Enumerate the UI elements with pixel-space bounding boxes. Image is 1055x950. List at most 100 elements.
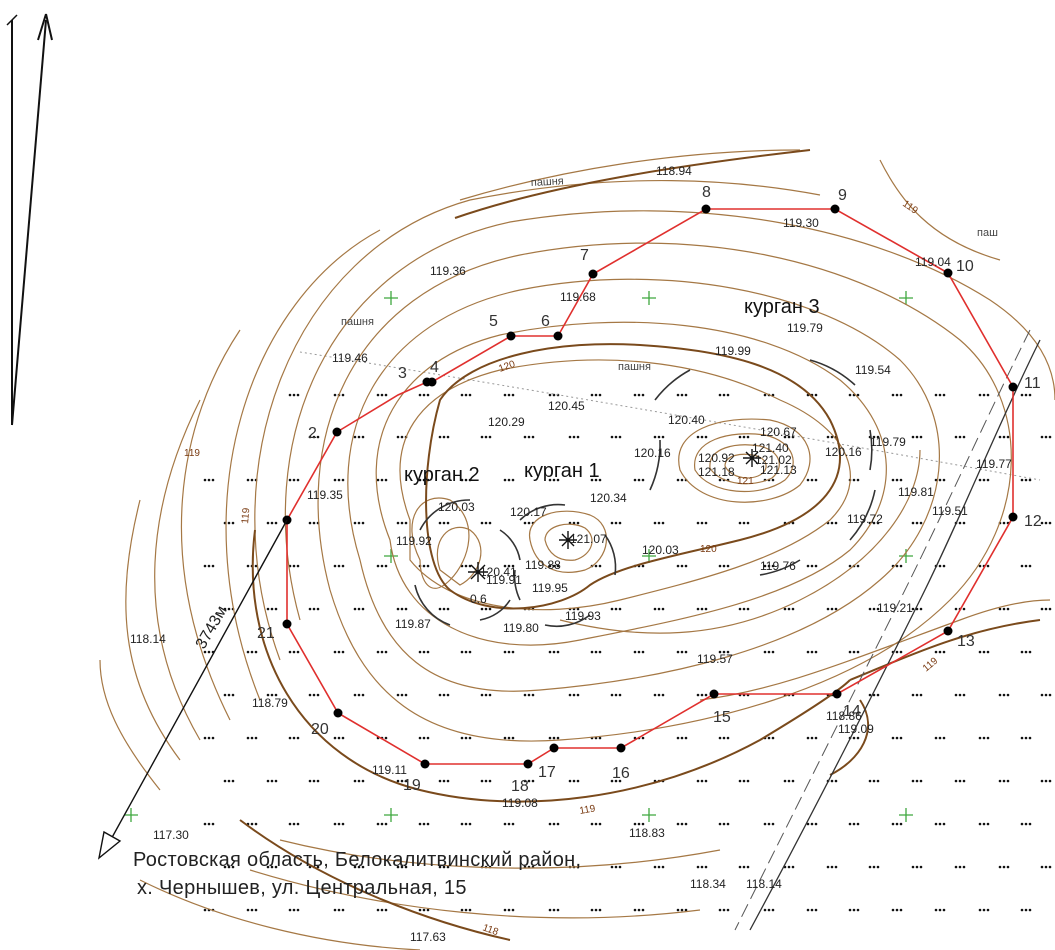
svg-text:120: 120: [497, 359, 517, 375]
field-dot: [848, 564, 852, 568]
field-dot: [404, 521, 408, 525]
field-dot: [919, 607, 923, 611]
elevation-label: 119.08: [502, 796, 538, 810]
field-dot: [380, 650, 384, 654]
field-dot: [507, 564, 511, 568]
field-dot: [531, 779, 535, 783]
field-dot: [676, 822, 680, 826]
field-dot: [834, 865, 838, 869]
boundary-vertices: [282, 204, 1018, 769]
field-dot: [270, 779, 274, 783]
field-dot: [337, 822, 341, 826]
field-dot: [396, 607, 400, 611]
field-dot: [503, 650, 507, 654]
field-dot: [653, 521, 657, 525]
field-dot: [704, 779, 708, 783]
field-dot: [791, 607, 795, 611]
field-dot: [637, 650, 641, 654]
field-dot: [274, 607, 278, 611]
field-dot: [1028, 650, 1032, 654]
field-dot: [899, 736, 903, 740]
address-block: Ростовская область, Белокалитвинский рай…: [133, 849, 581, 899]
field-dot: [834, 779, 838, 783]
field-dot: [746, 865, 750, 869]
field-dot: [594, 822, 598, 826]
field-dot: [982, 393, 986, 397]
field-dot: [511, 650, 515, 654]
svg-text:119: 119: [579, 803, 597, 817]
field-dot: [511, 736, 515, 740]
field-dot: [464, 393, 468, 397]
field-dot: [246, 908, 250, 912]
field-dot: [357, 607, 361, 611]
field-dot: [700, 779, 704, 783]
field-dot: [527, 779, 531, 783]
field-dot: [531, 693, 535, 697]
field-dot: [292, 478, 296, 482]
field-dot: [610, 693, 614, 697]
field-dot: [422, 478, 426, 482]
field-dot: [700, 521, 704, 525]
field-dot: [899, 650, 903, 654]
field-dot: [696, 435, 700, 439]
field-dot: [1020, 650, 1024, 654]
field-dot: [376, 393, 380, 397]
field-dot: [207, 736, 211, 740]
svg-text:паш: паш: [977, 227, 998, 239]
field-dot: [661, 607, 665, 611]
field-dot: [1002, 865, 1006, 869]
elevation-label: 119.81: [898, 485, 934, 499]
field-dot: [614, 521, 618, 525]
field-dot: [722, 908, 726, 912]
field-dot: [1024, 908, 1028, 912]
field-dot: [899, 478, 903, 482]
field-dot: [810, 564, 814, 568]
field-dot: [211, 478, 215, 482]
field-dot: [548, 650, 552, 654]
field-dot: [826, 865, 830, 869]
svg-text:119: 119: [921, 655, 941, 674]
field-dot: [895, 478, 899, 482]
mound-1-label: курган 1: [524, 460, 600, 482]
field-dot: [507, 908, 511, 912]
land-use-labels: пашня пашня пашня паш: [341, 175, 998, 373]
field-dot: [333, 564, 337, 568]
field-dot: [1028, 736, 1032, 740]
field-dot: [223, 779, 227, 783]
field-dot: [934, 736, 938, 740]
field-dot: [637, 478, 641, 482]
field-dot: [380, 393, 384, 397]
field-dot: [767, 822, 771, 826]
field-dot: [954, 693, 958, 697]
field-dot: [438, 779, 442, 783]
field-dot: [292, 736, 296, 740]
elevation-label: 120.03: [438, 500, 475, 514]
field-dot: [254, 908, 258, 912]
elevation-label: 119.51: [932, 504, 968, 518]
field-dot: [911, 607, 915, 611]
field-dot: [1040, 693, 1044, 697]
field-dot: [848, 908, 852, 912]
field-dot: [806, 822, 810, 826]
field-dot: [657, 865, 661, 869]
field-dot: [684, 908, 688, 912]
point-label: 15: [713, 709, 731, 726]
field-dot: [610, 435, 614, 439]
field-dot: [915, 435, 919, 439]
field-dot: [1048, 865, 1052, 869]
field-dot: [657, 607, 661, 611]
elevation-label: 119.80: [503, 621, 539, 635]
field-dot: [426, 564, 430, 568]
field-dot: [962, 779, 966, 783]
field-dot: [1002, 779, 1006, 783]
field-dot: [872, 779, 876, 783]
field-dot: [806, 564, 810, 568]
field-dot: [598, 393, 602, 397]
elevation-label: 119.77: [976, 457, 1012, 471]
field-dot: [978, 393, 982, 397]
field-dot: [337, 908, 341, 912]
field-dot: [852, 478, 856, 482]
field-dot: [1040, 865, 1044, 869]
field-dot: [954, 435, 958, 439]
field-dot: [211, 736, 215, 740]
